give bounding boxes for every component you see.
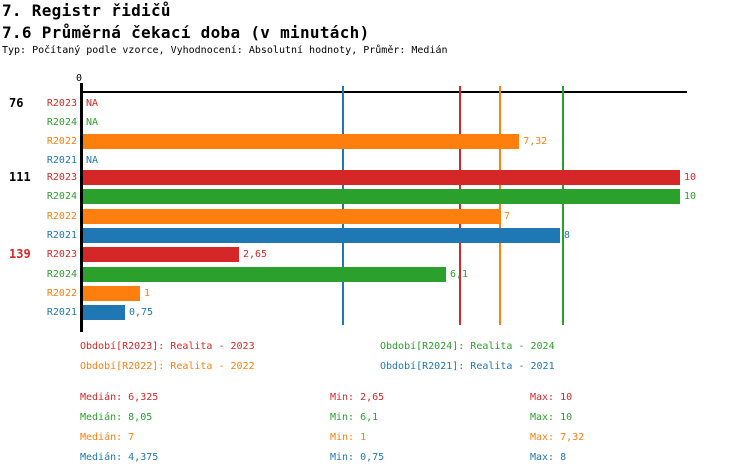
bar-value-label-139-R2023: 2,65: [243, 249, 268, 261]
bar-111-R2024: [83, 189, 680, 205]
median-line-R2024: [562, 86, 564, 325]
na-label-76-R2021: NA: [86, 155, 99, 167]
x-axis-line: [80, 91, 687, 93]
stat-median-R2023: Medián: 6,325: [80, 392, 159, 403]
group-label-76: 76: [9, 95, 24, 110]
stat-min-R2022: Min: 1: [330, 432, 367, 443]
bar-111-R2023: [83, 170, 680, 185]
median-line-R2021: [341, 86, 344, 325]
legend-item-R2023: Období[R2023]: Realita - 2023: [80, 341, 255, 352]
bar-value-label-111-R2023: 10: [684, 172, 697, 183]
stat-max-R2023: Max: 10: [530, 392, 573, 403]
series-label-111-R2021: R2021: [46, 229, 77, 241]
stat-max-R2022: Max: 7,32: [530, 432, 585, 443]
bar-value-label-139-R2024: 6,1: [450, 268, 469, 280]
stat-min-R2021: Min: 0,75: [330, 452, 385, 463]
stat-max-R2024: Max: 10: [530, 412, 573, 423]
bar-value-label-139-R2021: 0,75: [129, 307, 154, 318]
stat-median-R2024: Medián: 8,05: [80, 412, 153, 423]
y-axis-line: [80, 83, 83, 332]
series-label-111-R2023: R2023: [46, 172, 77, 183]
legend-item-R2021: Období[R2021]: Realita - 2021: [380, 361, 555, 372]
series-label-139-R2021: R2021: [46, 307, 77, 318]
median-line-R2023: [458, 86, 461, 325]
report-title: 7. Registr řidičů: [2, 1, 171, 20]
stat-min-R2023: Min: 2,65: [330, 392, 385, 403]
series-label-111-R2024: R2024: [46, 191, 77, 203]
median-line-R2022: [499, 86, 501, 325]
series-label-76-R2022: R2022: [46, 136, 77, 147]
legend-item-R2022: Období[R2022]: Realita - 2022: [80, 361, 255, 372]
chart-title: 7.6 Průměrná čekací doba (v minutách): [2, 23, 370, 42]
bar-value-label-76-R2022: 7,32: [523, 136, 548, 147]
bar-111-R2021: [83, 227, 560, 243]
stat-median-R2022: Medián: 7: [80, 432, 135, 443]
series-label-139-R2022: R2022: [46, 287, 77, 299]
group-label-139: 139: [9, 247, 31, 262]
stat-min-R2024: Min: 6,1: [330, 412, 379, 423]
legend-item-R2024: Období[R2024]: Realita - 2024: [380, 341, 555, 352]
bar-value-label-111-R2024: 10: [684, 191, 697, 203]
series-label-111-R2022: R2022: [46, 210, 77, 222]
chart-meta-line: Typ: Počítaný podle vzorce, Vyhodnocení:…: [2, 45, 448, 56]
bar-111-R2022: [83, 208, 500, 224]
series-label-76-R2021: R2021: [46, 155, 77, 167]
series-label-76-R2023: R2023: [46, 97, 77, 109]
bar-value-label-111-R2022: 7: [504, 210, 511, 222]
bar-139-R2022: [83, 285, 140, 301]
series-label-139-R2023: R2023: [46, 249, 77, 261]
x-axis-zero-label: 0: [76, 73, 83, 84]
na-label-76-R2023: NA: [86, 97, 99, 109]
na-label-76-R2024: NA: [86, 116, 99, 128]
stat-median-R2021: Medián: 4,375: [80, 452, 159, 463]
bar-139-R2024: [83, 266, 446, 282]
bar-139-R2021: [83, 305, 125, 320]
bar-139-R2023: [83, 247, 239, 263]
stat-max-R2021: Max: 8: [530, 452, 567, 463]
series-label-76-R2024: R2024: [46, 116, 77, 128]
series-label-139-R2024: R2024: [46, 268, 77, 280]
bar-value-label-139-R2022: 1: [144, 287, 151, 299]
bar-value-label-111-R2021: 8: [564, 229, 571, 241]
bar-76-R2022: [83, 134, 520, 149]
group-label-111: 111: [9, 170, 31, 184]
